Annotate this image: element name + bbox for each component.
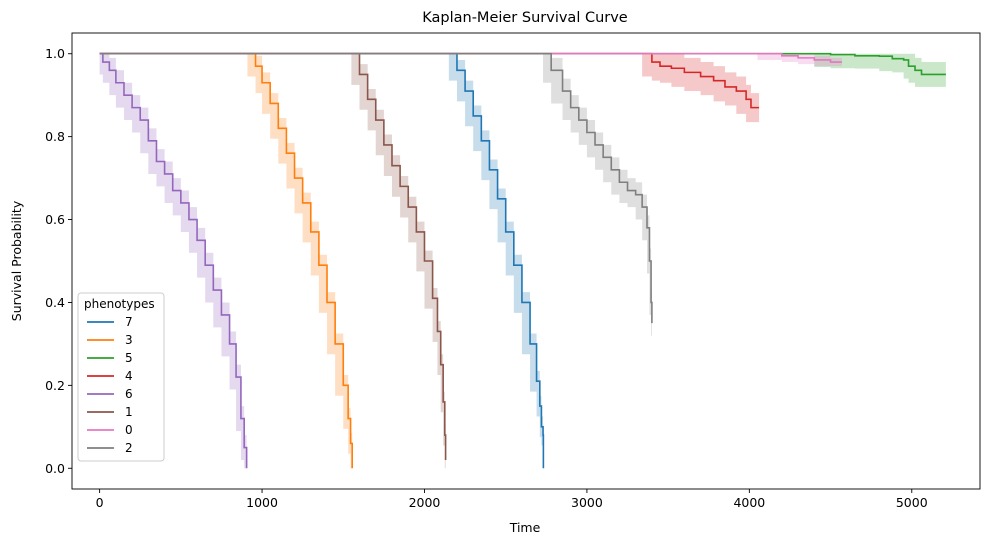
y-tick-label: 0.0 [45,461,65,476]
confidence-band-0 [99,53,842,67]
legend-label-2: 2 [125,441,133,455]
confidence-band-5 [99,53,946,87]
y-tick-label: 0.6 [45,212,65,227]
x-tick-label: 5000 [896,495,928,510]
axes: 0 1000 2000 3000 4000 5000 0.0 0.2 0.4 0.6 0.8 1.0 [45,32,981,510]
legend-label-3: 3 [125,333,133,347]
plot-area [99,52,946,469]
survival-line-2 [99,52,653,324]
survival-line-7 [99,52,545,469]
plot-frame [71,32,981,490]
legend-label-6: 6 [125,387,133,401]
y-tick-label: 1.0 [45,46,65,61]
x-tick-label: 2000 [409,495,441,510]
legend: phenotypes 7 3 5 4 6 1 0 2 [77,292,165,462]
survival-line-4 [99,52,760,109]
survival-line-3 [99,52,353,469]
survival-line-1 [99,52,447,460]
y-tick-label: 0.4 [45,295,65,310]
x-axis-title: Time [509,520,541,535]
confidence-band-4 [99,53,760,123]
x-tick-label: 0 [96,495,104,510]
survival-line-5 [99,52,946,76]
legend-label-0: 0 [125,423,133,437]
survival-line-6 [99,52,248,469]
y-tick-label: 0.8 [45,129,65,144]
x-tick-label: 3000 [571,495,603,510]
legend-label-1: 1 [125,405,133,419]
y-axis-title: Survival Probability [9,200,24,321]
legend-label-5: 5 [125,351,133,365]
confidence-band-3 [99,53,353,469]
legend-title: phenotypes [84,297,155,311]
legend-label-7: 7 [125,315,133,329]
x-tick-label: 1000 [246,495,278,510]
x-tick-label: 4000 [733,495,765,510]
survival-line-0 [99,52,842,63]
legend-label-4: 4 [125,369,133,383]
legend-box [77,292,165,462]
chart-title: Kaplan-Meier Survival Curve [422,10,628,26]
y-tick-label: 0.2 [45,378,65,393]
